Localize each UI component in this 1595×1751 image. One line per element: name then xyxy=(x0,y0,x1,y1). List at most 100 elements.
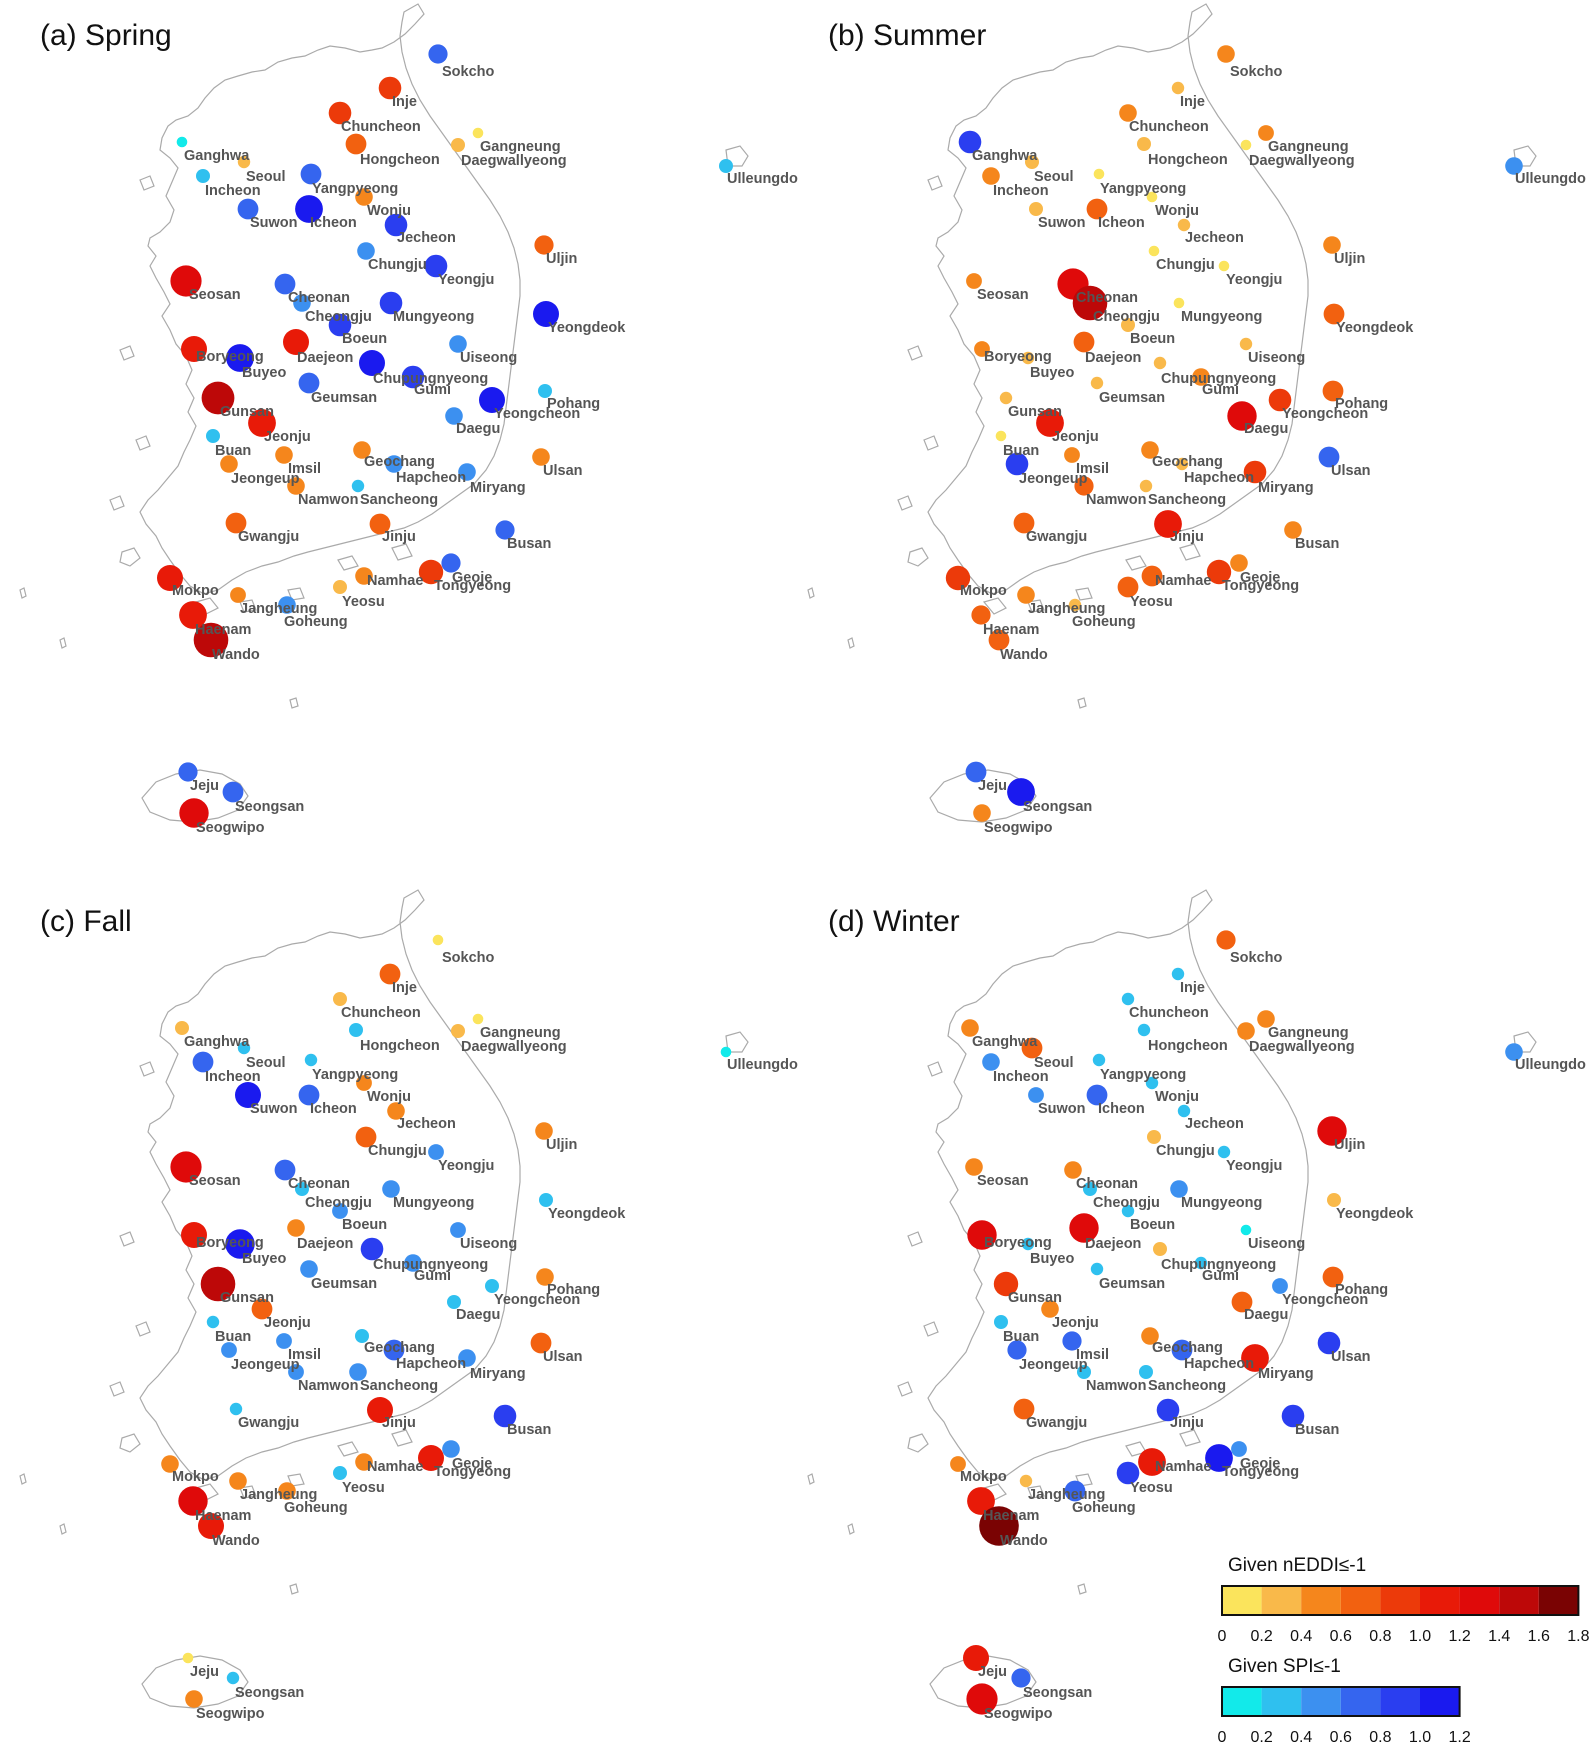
station-label: Gumi xyxy=(1202,1268,1239,1284)
station-marker xyxy=(1322,1266,1344,1288)
station-label: Imsil xyxy=(1076,461,1109,477)
station-label: Yeongcheon xyxy=(1282,1292,1368,1308)
station-label: Geumsan xyxy=(311,390,377,406)
station-marker xyxy=(404,1254,422,1272)
station-marker xyxy=(1317,1116,1347,1146)
station-marker xyxy=(181,336,207,362)
station-marker xyxy=(328,101,352,125)
station-label: Geumsan xyxy=(311,1276,377,1292)
station-label: Chupungnyeong xyxy=(373,1257,488,1273)
legend-swatch xyxy=(1380,1687,1420,1716)
station-marker xyxy=(1192,368,1210,386)
station-label: Jecheon xyxy=(1185,230,1244,246)
station-marker xyxy=(1322,380,1344,402)
station-marker xyxy=(967,1487,995,1515)
station-marker xyxy=(1119,104,1137,122)
station-marker xyxy=(1029,202,1043,216)
station-marker xyxy=(958,130,982,154)
legend-tick: 1.6 xyxy=(1528,1628,1550,1645)
station-marker xyxy=(993,1271,1019,1297)
station-label: Hongcheon xyxy=(360,1038,440,1054)
station-marker xyxy=(428,1144,444,1160)
station-marker xyxy=(1083,1182,1097,1196)
station-marker xyxy=(198,1513,224,1539)
station-marker xyxy=(278,596,296,614)
legend-frame xyxy=(1221,1585,1580,1616)
station-marker xyxy=(999,391,1013,405)
station-label: Namwon xyxy=(298,1378,358,1394)
station-marker xyxy=(961,1019,979,1037)
station-label: Gwangju xyxy=(1026,1415,1087,1431)
station-marker xyxy=(1317,1331,1341,1355)
station-marker xyxy=(1153,1242,1167,1256)
station-label: Chuncheon xyxy=(341,119,421,135)
station-marker xyxy=(1025,155,1039,169)
station-label: Boeun xyxy=(1130,1217,1175,1233)
station-marker xyxy=(720,1046,732,1058)
station-label: Jinju xyxy=(382,529,416,545)
station-marker xyxy=(1077,1365,1091,1379)
station-label: Chungju xyxy=(368,1143,427,1159)
station-marker xyxy=(485,1279,499,1293)
station-marker xyxy=(1171,81,1185,95)
station-label: Daegwallyeong xyxy=(461,1039,567,1055)
station-marker xyxy=(387,1102,405,1120)
station-label: Tongyeong xyxy=(1222,1464,1299,1480)
station-label: Jeongeup xyxy=(231,471,300,487)
legend_eddi-legend: Given nEDDI≤-1 0 0.2 0.4 0.6 0.8 1.0 1.2 1.4 1.6 1… xyxy=(1218,1555,1590,1645)
station-marker xyxy=(458,1349,476,1367)
station-label: Namhae xyxy=(367,1459,423,1475)
legend_spi-legend: Given SPI≤-1 0 0.2 0.4 0.6 0.8 1.0 1.2 xyxy=(1218,1656,1471,1746)
legend-swatch xyxy=(1222,1586,1262,1615)
station-label: Hapcheon xyxy=(396,470,466,486)
station-label: Wando xyxy=(1000,647,1048,663)
station-marker xyxy=(333,1466,347,1480)
station-label: Daejeon xyxy=(297,1236,353,1252)
station-label: Sokcho xyxy=(442,64,495,80)
station-label: Sancheong xyxy=(360,1378,438,1394)
legend-tick: 1.4 xyxy=(1488,1628,1510,1645)
station-label: Cheonan xyxy=(288,290,350,306)
station-label: Mungyeong xyxy=(393,309,474,325)
station-marker xyxy=(1141,565,1163,587)
station-marker xyxy=(1175,457,1189,471)
station-label: Cheonan xyxy=(288,1176,350,1192)
station-label: Jecheon xyxy=(397,230,456,246)
station-label: Miryang xyxy=(470,1366,526,1382)
station-marker xyxy=(447,1295,461,1309)
station-marker xyxy=(251,1298,273,1320)
station-marker xyxy=(1177,1104,1191,1118)
station-label: Geoje xyxy=(1240,1456,1280,1472)
station-marker xyxy=(965,1158,983,1176)
station-marker xyxy=(472,127,484,139)
station-label: Ulleungdo xyxy=(727,171,798,187)
station-label: Chuncheon xyxy=(1129,119,1209,135)
station-marker xyxy=(1171,967,1185,981)
station-marker xyxy=(181,1222,207,1248)
station-marker xyxy=(530,1332,552,1354)
station-label: Yeongju xyxy=(438,272,494,288)
station-label: Yangpyeong xyxy=(1100,181,1186,197)
station-label: Mungyeong xyxy=(1181,309,1262,325)
station-label: Daegu xyxy=(1244,1307,1288,1323)
station-label: Miryang xyxy=(1258,480,1314,496)
station-label: Daejeon xyxy=(1085,1236,1141,1252)
station-label: Jangheung xyxy=(240,1487,317,1503)
station-label: Chungju xyxy=(368,257,427,273)
station-marker xyxy=(1069,1213,1099,1243)
station-marker xyxy=(1068,598,1082,612)
station-label: Yeongcheon xyxy=(1282,406,1368,422)
station-marker xyxy=(170,1151,202,1183)
station-label: Sancheong xyxy=(1148,1378,1226,1394)
station-label: Wonju xyxy=(367,203,411,219)
station-marker xyxy=(229,1402,243,1416)
station-label: Busan xyxy=(1295,536,1339,552)
station-label: Namhae xyxy=(367,573,423,589)
station-label: Cheongju xyxy=(1093,1195,1160,1211)
station-label: Cheongju xyxy=(1093,309,1160,325)
station-label: Seosan xyxy=(189,1173,241,1189)
station-label: Sokcho xyxy=(1230,64,1283,80)
station-label: Pohang xyxy=(547,396,600,412)
station-marker xyxy=(974,341,990,357)
station-label: Chupungnyeong xyxy=(1161,1257,1276,1273)
